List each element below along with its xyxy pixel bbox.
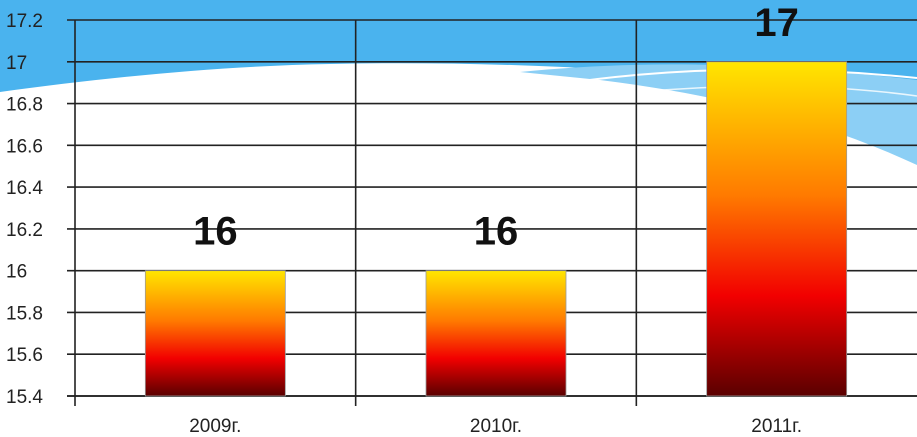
data-labels: 16 16 17 (193, 1, 799, 254)
data-label: 17 (754, 1, 799, 45)
data-label: 16 (193, 210, 238, 254)
y-tick-label: 16.8 (6, 95, 43, 116)
y-tick-labels: 15.4 15.6 15.8 16 16.2 16.4 16.6 16.8 17 17.2 (6, 11, 43, 408)
bars (144, 61, 848, 397)
data-label: 16 (474, 210, 519, 254)
background-sky (0, 0, 917, 160)
x-category-label: 2010г. (470, 416, 522, 437)
bar-2 (706, 61, 848, 397)
y-tick-label: 15.6 (6, 345, 43, 366)
y-tick-label: 15.4 (6, 387, 43, 408)
y-tick-label: 17.2 (6, 11, 43, 32)
y-tick-label: 17 (6, 53, 27, 74)
bar-0 (144, 270, 286, 397)
y-tick-label: 16.2 (6, 220, 43, 241)
x-category-label: 2011г. (751, 416, 802, 437)
y-tick-label: 15.8 (6, 303, 43, 324)
y-tick-label: 16.4 (6, 178, 43, 199)
x-category-labels: 2009г. 2010г. 2011г. (189, 416, 802, 437)
y-tick-label: 16.6 (6, 136, 43, 157)
bar-1 (425, 270, 567, 397)
x-category-label: 2009г. (189, 416, 241, 437)
y-tick-label: 16 (6, 262, 27, 283)
